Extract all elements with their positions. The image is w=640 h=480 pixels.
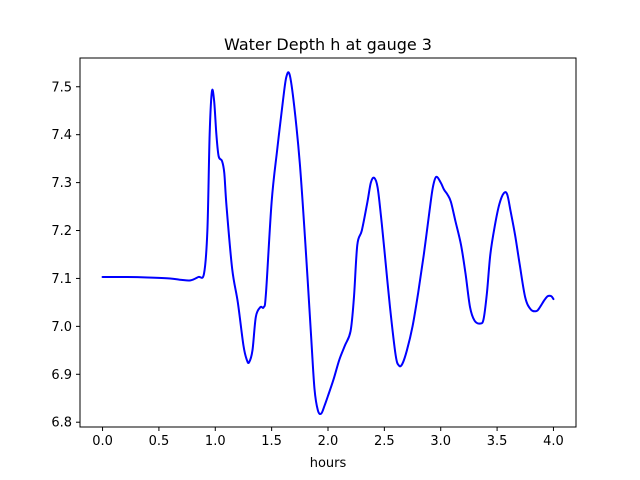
y-tick-label: 7.4 [51, 128, 72, 143]
y-tick-label: 7.5 [51, 80, 72, 95]
x-tick-label: 3.0 [430, 434, 451, 449]
x-tick-label: 1.0 [205, 434, 226, 449]
x-tick-label: 4.0 [543, 434, 564, 449]
y-tick-label: 7.1 [51, 272, 72, 287]
y-tick-label: 6.9 [51, 368, 72, 383]
x-axis-label: hours [310, 456, 347, 471]
x-tick-label: 2.5 [374, 434, 395, 449]
x-tick-label: 2.0 [318, 434, 339, 449]
y-tick-label: 6.8 [51, 416, 72, 431]
x-tick-label: 0.5 [149, 434, 170, 449]
y-tick-label: 7.0 [51, 320, 72, 335]
plot-area: 0.0 0.5 1.0 1.5 2.0 2.5 3.0 3.5 4.0 6.8 6.9 7.0 7.1 7… [51, 57, 577, 449]
y-tick-label: 7.2 [51, 224, 72, 239]
x-tick-label: 1.5 [261, 434, 282, 449]
series-line [101, 71, 555, 415]
x-tick-label: 0.0 [92, 434, 113, 449]
x-tick-label: 3.5 [487, 434, 508, 449]
chart-title: Water Depth h at gauge 3 [224, 35, 432, 54]
y-tick-label: 7.3 [51, 176, 72, 191]
